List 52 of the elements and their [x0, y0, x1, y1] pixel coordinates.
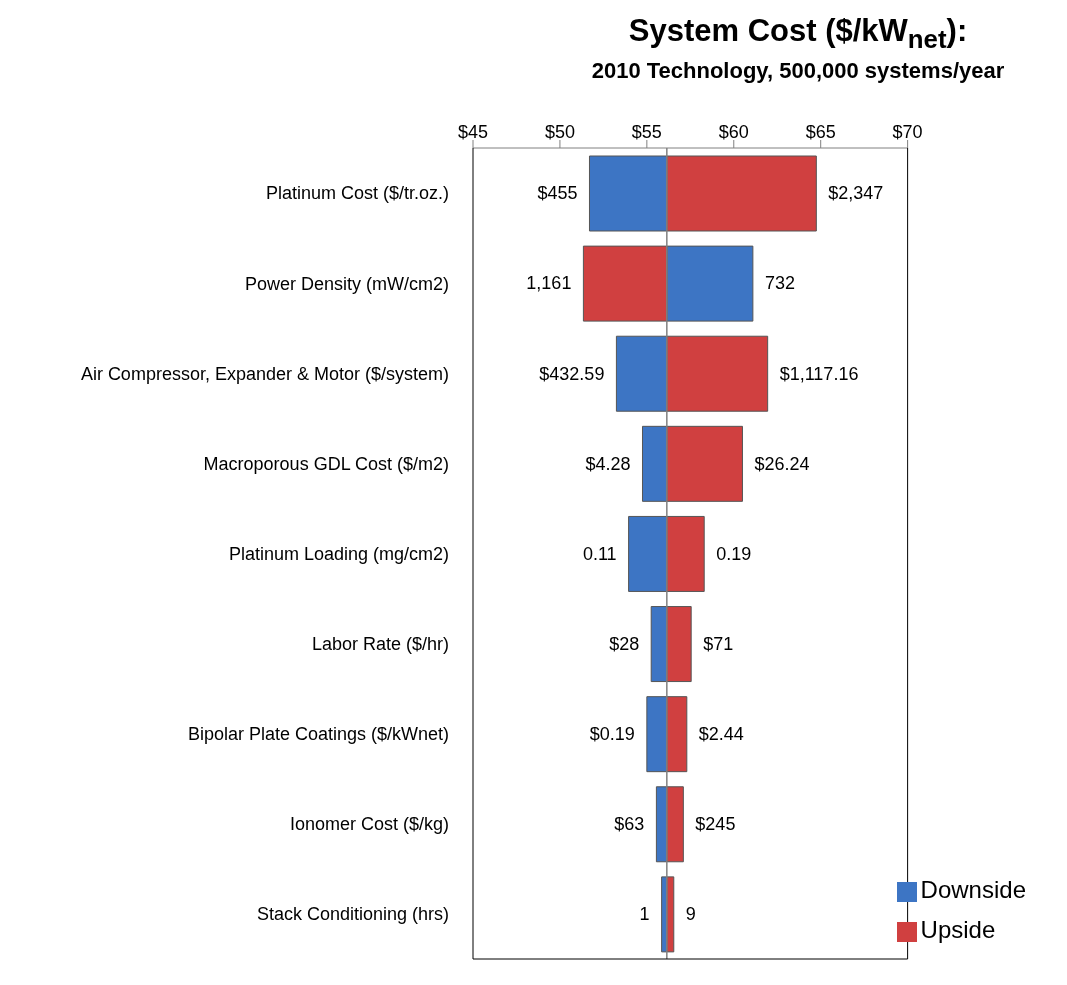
annotation: $28: [609, 633, 640, 654]
annotation: 1,161: [526, 273, 572, 294]
annotation: 9: [685, 904, 696, 925]
bar: [666, 696, 688, 773]
bar: [646, 696, 668, 773]
bar: [666, 786, 684, 863]
annotation: $0.19: [589, 724, 635, 745]
bar: [650, 606, 668, 683]
chart-subtitle: 2010 Technology, 500,000 systems/year: [591, 58, 1005, 84]
annotation: $1,117.16: [779, 363, 859, 384]
annotation: $432.59: [539, 363, 605, 384]
legend-label: Downside: [920, 876, 1026, 903]
annotation: $2.44: [698, 724, 744, 745]
bar: [588, 155, 668, 232]
y-tick-label: Air Compressor, Expander & Motor ($/system): [80, 363, 449, 384]
y-tick-label: Bipolar Plate Coatings ($/kWnet): [187, 724, 449, 745]
x-tick-label: $50: [544, 122, 575, 142]
bar: [666, 425, 743, 502]
bar: [666, 155, 817, 232]
annotation: 732: [764, 273, 795, 294]
y-tick-label: Ionomer Cost ($/kg): [289, 814, 449, 835]
annotation: $26.24: [754, 453, 810, 474]
x-tick-label: $60: [718, 122, 749, 142]
annotation: $63: [614, 814, 645, 835]
y-tick-label: Platinum Loading (mg/cm2): [228, 543, 449, 564]
legend-label: Upside: [920, 916, 996, 943]
bar: [666, 335, 769, 412]
bar: [615, 335, 668, 412]
y-tick-label: Power Density (mW/cm2): [244, 273, 449, 294]
bar: [666, 606, 692, 683]
y-tick-label: Stack Conditioning (hrs): [256, 904, 449, 925]
annotation: $455: [537, 183, 578, 204]
y-tick-label: Platinum Cost ($/tr.oz.): [265, 183, 449, 204]
bar: [642, 425, 668, 502]
annotation: 1: [639, 904, 650, 925]
y-tick-label: Labor Rate ($/hr): [311, 634, 449, 654]
annotation: $4.28: [585, 453, 631, 474]
x-tick-label: $70: [892, 122, 923, 142]
bar: [666, 515, 705, 592]
bar: [582, 245, 668, 322]
bar: [666, 245, 754, 322]
x-tick-label: $55: [631, 122, 662, 142]
annotation: 0.19: [716, 543, 752, 564]
x-tick-label: $65: [805, 122, 836, 142]
annotation: $245: [695, 814, 736, 835]
x-tick-label: $45: [457, 122, 489, 142]
annotation: 0.11: [582, 543, 617, 564]
bar: [628, 515, 668, 592]
annotation: $2,347: [828, 183, 884, 204]
chart-title: System Cost ($/kW$_{net}$):: [628, 13, 968, 54]
y-tick-label: Macroporous GDL Cost ($/m2): [203, 453, 449, 474]
annotation: $71: [703, 633, 734, 654]
